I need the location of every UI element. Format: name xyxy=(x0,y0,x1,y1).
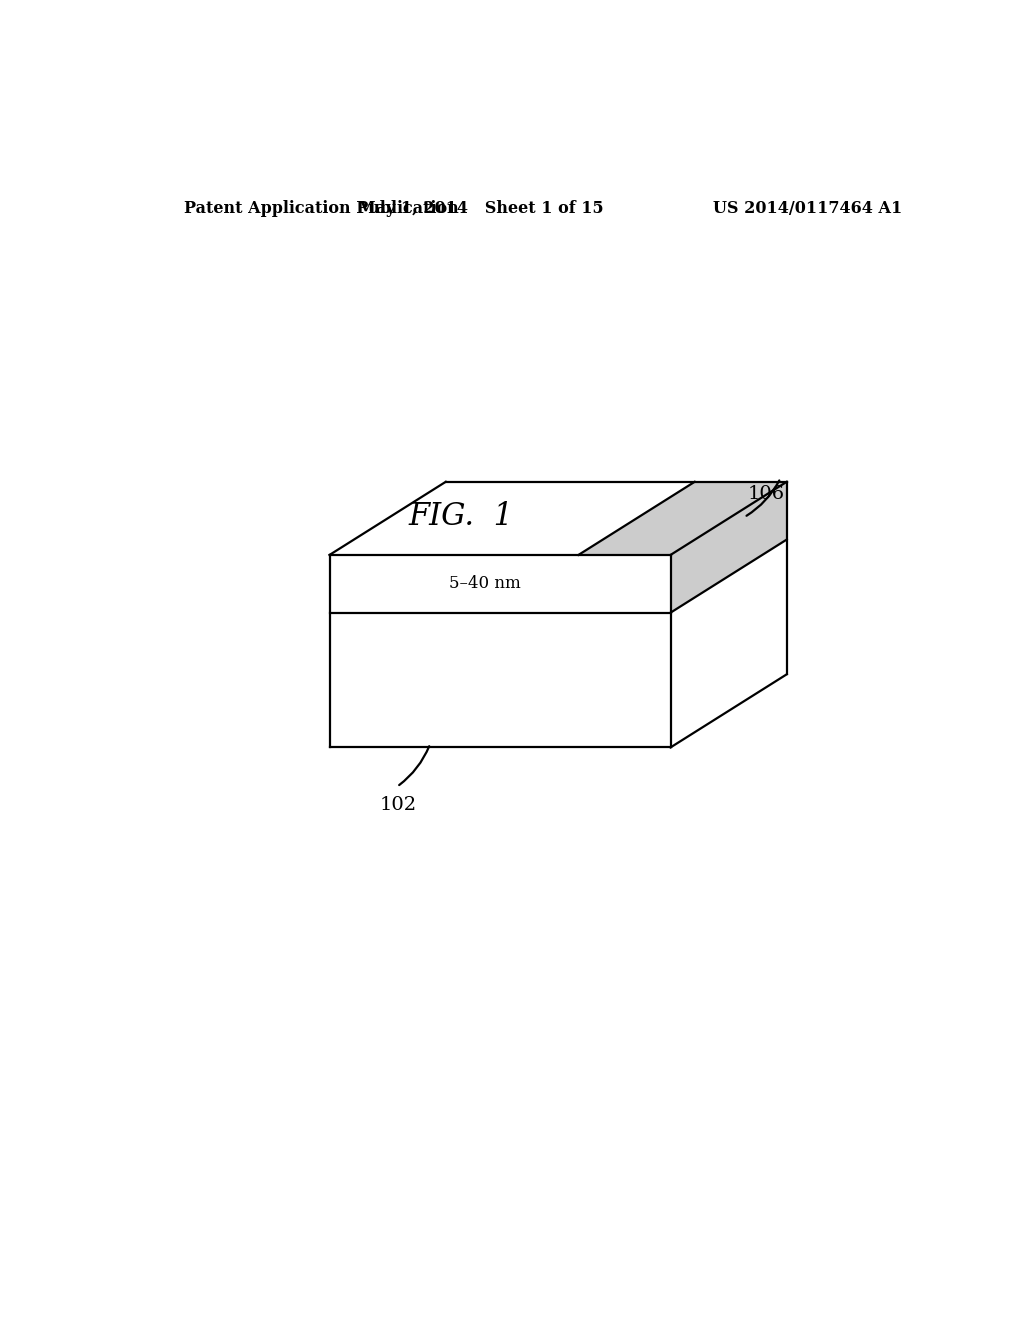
Polygon shape xyxy=(330,482,786,554)
Text: 106: 106 xyxy=(748,486,785,503)
Text: Patent Application Publication: Patent Application Publication xyxy=(183,199,459,216)
Polygon shape xyxy=(579,482,786,554)
Text: May 1, 2014   Sheet 1 of 15: May 1, 2014 Sheet 1 of 15 xyxy=(357,199,603,216)
Polygon shape xyxy=(671,482,786,612)
Text: FIG.  1: FIG. 1 xyxy=(409,502,514,532)
Text: 5–40 nm: 5–40 nm xyxy=(449,576,520,593)
Polygon shape xyxy=(330,554,671,747)
Text: US 2014/0117464 A1: US 2014/0117464 A1 xyxy=(713,199,902,216)
Polygon shape xyxy=(671,482,786,747)
Text: 102: 102 xyxy=(380,796,417,814)
